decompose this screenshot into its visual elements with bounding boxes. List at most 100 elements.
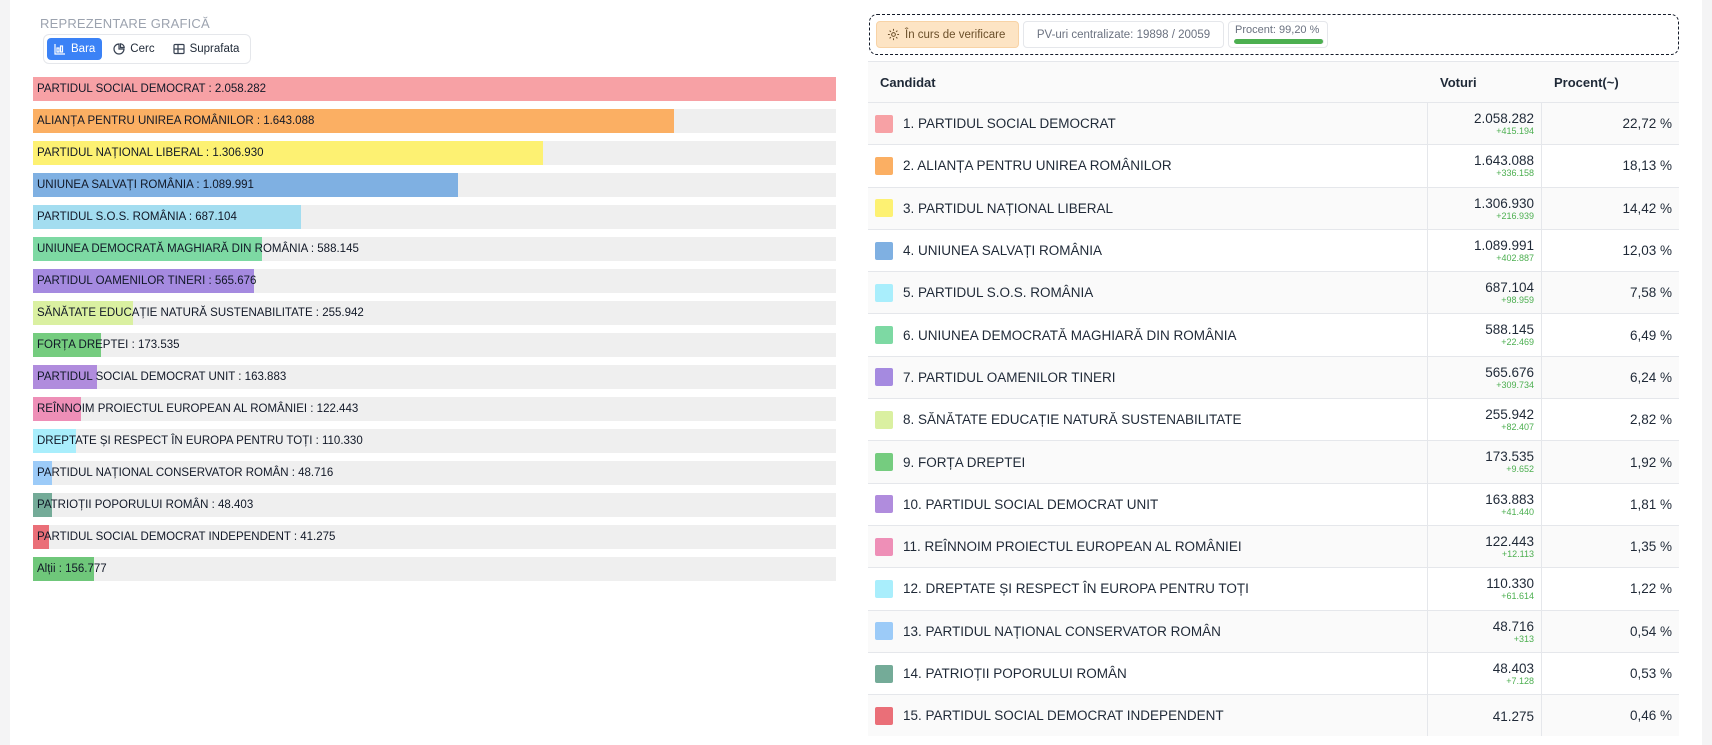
bar-row[interactable]: PARTIDUL S.O.S. ROMÂNIA : 687.104 bbox=[33, 205, 836, 229]
percent-cell: 14,42 % bbox=[1622, 200, 1672, 216]
votes-delta: +22.469 bbox=[1501, 337, 1534, 348]
candidate-name: 9. FORȚA DREPTEI bbox=[903, 454, 1026, 470]
votes-delta: +61.614 bbox=[1501, 591, 1534, 602]
bar bbox=[33, 205, 302, 229]
bar bbox=[33, 237, 263, 261]
progress-bar-fill bbox=[1234, 39, 1324, 44]
candidate-cell: 12. DREPTATE ȘI RESPECT ÎN EUROPA PENTRU… bbox=[868, 568, 1428, 610]
votes-value: 1.643.088 bbox=[1473, 153, 1534, 169]
tab-bar-chart[interactable]: Bara bbox=[47, 38, 103, 60]
candidate-name: 14. PATRIOȚII POPORULUI ROMÂN bbox=[903, 666, 1127, 681]
votes-value: 163.883 bbox=[1485, 491, 1534, 507]
votes-value: 173.535 bbox=[1485, 449, 1534, 465]
bar bbox=[33, 269, 254, 293]
percent-cell: 12,03 % bbox=[1622, 243, 1672, 259]
status-bar: În curs de verificare PV-uri centralizat… bbox=[869, 14, 1679, 55]
candidate-cell: 3. PARTIDUL NAȚIONAL LIBERAL bbox=[868, 187, 1428, 229]
party-color-swatch bbox=[875, 199, 893, 218]
candidate-name: 11. REÎNNOIM PROIECTUL EUROPEAN AL ROMÂN… bbox=[903, 539, 1242, 555]
candidate-cell: 6. UNIUNEA DEMOCRATĂ MAGHIARĂ DIN ROMÂNI… bbox=[868, 314, 1428, 356]
percent-cell: 22,72 % bbox=[1622, 116, 1672, 132]
candidate-name: 10. PARTIDUL SOCIAL DEMOCRAT UNIT bbox=[903, 496, 1159, 512]
votes-value: 1.306.930 bbox=[1473, 195, 1534, 211]
candidate-cell: 11. REÎNNOIM PROIECTUL EUROPEAN AL ROMÂN… bbox=[868, 525, 1428, 568]
bar bbox=[33, 141, 543, 165]
bar-label: PARTIDUL OAMENILOR TINERI : 565.676 bbox=[37, 275, 257, 287]
votes-cell: 41.275 bbox=[1428, 695, 1542, 737]
percent-cell: 1,81 % bbox=[1629, 496, 1672, 512]
tab-bar-chart-label: Bara bbox=[71, 43, 96, 55]
table-row: 2. ALIANȚA PENTRU UNIREA ROMÂNILOR 1.643.… bbox=[868, 144, 1679, 187]
votes-delta: +12.113 bbox=[1501, 548, 1534, 559]
tab-area-chart[interactable]: Suprafata bbox=[166, 38, 247, 60]
bar-row[interactable]: PARTIDUL NAȚIONAL LIBERAL : 1.306.930 bbox=[33, 141, 836, 165]
bar-row[interactable]: UNIUNEA SALVAȚI ROMÂNIA : 1.089.991 bbox=[33, 173, 836, 197]
bar-row[interactable]: FORȚA DREPTEI : 173.535 bbox=[33, 333, 836, 357]
bar-row[interactable]: PATRIOȚII POPORULUI ROMÂN : 48.403 bbox=[33, 493, 836, 517]
bar-label: ALIANȚA PENTRU UNIREA ROMÂNILOR : 1.643.… bbox=[37, 115, 315, 127]
candidate-cell: 8. SĂNĂTATE EDUCAȚIE NATURĂ SUSTENABILIT… bbox=[868, 399, 1428, 441]
bar-label: FORȚA DREPTEI : 173.535 bbox=[37, 339, 180, 351]
bar bbox=[33, 493, 52, 517]
header-candidate: Candidat bbox=[880, 74, 936, 90]
percent-cell: 6,24 % bbox=[1629, 369, 1672, 385]
bar-row[interactable]: PARTIDUL NAȚIONAL CONSERVATOR ROMÂN : 48… bbox=[33, 461, 836, 485]
candidate-name: 5. PARTIDUL S.O.S. ROMÂNIA bbox=[903, 285, 1094, 301]
party-color-swatch bbox=[875, 453, 893, 472]
votes-delta: +41.440 bbox=[1501, 506, 1534, 517]
percent-cell: 2,82 % bbox=[1629, 412, 1672, 428]
bar-row[interactable]: PARTIDUL SOCIAL DEMOCRAT UNIT : 163.883 bbox=[33, 365, 836, 389]
party-color-swatch bbox=[875, 326, 893, 345]
votes-value: 2.058.282 bbox=[1473, 111, 1534, 126]
votes-cell: 48.403 +7.128 bbox=[1428, 652, 1542, 695]
votes-delta: +82.407 bbox=[1501, 422, 1534, 433]
party-color-swatch bbox=[875, 283, 893, 302]
votes-delta: +98.959 bbox=[1501, 295, 1534, 306]
percent-cell: 6,49 % bbox=[1629, 327, 1672, 343]
bar-row[interactable]: SĂNĂTATE EDUCAȚIE NATURĂ SUSTENABILITATE… bbox=[33, 301, 836, 325]
votes-value: 110.330 bbox=[1486, 576, 1534, 592]
candidate-name: 12. DREPTATE ȘI RESPECT ÎN EUROPA PENTRU… bbox=[903, 581, 1249, 597]
bar-row[interactable]: PARTIDUL SOCIAL DEMOCRAT INDEPENDENT : 4… bbox=[33, 525, 836, 549]
votes-delta: +309.734 bbox=[1496, 379, 1534, 390]
bar-row[interactable]: REÎNNOIM PROIECTUL EUROPEAN AL ROMÂNIEI … bbox=[33, 397, 836, 421]
votes-cell: 173.535 +9.652 bbox=[1428, 441, 1542, 483]
bar-label: PARTIDUL NAȚIONAL CONSERVATOR ROMÂN : 48… bbox=[37, 467, 334, 479]
candidate-name: 1. PARTIDUL SOCIAL DEMOCRAT bbox=[903, 116, 1116, 132]
votes-cell: 565.676 +309.734 bbox=[1428, 356, 1542, 399]
votes-delta: +9.652 bbox=[1506, 464, 1534, 475]
bar-row[interactable]: PARTIDUL OAMENILOR TINERI : 565.676 bbox=[33, 269, 836, 293]
votes-cell: 163.883 +41.440 bbox=[1428, 483, 1542, 525]
bar-row[interactable]: DREPTATE ȘI RESPECT ÎN EUROPA PENTRU TOȚ… bbox=[33, 429, 836, 453]
votes-cell: 687.104 +98.959 bbox=[1428, 272, 1542, 314]
bar-label: PARTIDUL SOCIAL DEMOCRAT : 2.058.282 bbox=[37, 83, 267, 95]
tab-pie-chart[interactable]: Cerc bbox=[106, 38, 161, 60]
header-percent: Procent(~) bbox=[1554, 74, 1619, 90]
party-color-swatch bbox=[875, 579, 893, 598]
table-row: 12. DREPTATE ȘI RESPECT ÎN EUROPA PENTRU… bbox=[868, 567, 1679, 610]
party-color-swatch bbox=[875, 114, 893, 133]
progress-bar bbox=[1234, 39, 1324, 44]
party-color-swatch bbox=[875, 156, 893, 175]
votes-delta: +7.128 bbox=[1506, 675, 1534, 686]
percent-label: Procent: 99,20 % bbox=[1235, 24, 1320, 36]
bar-row[interactable]: ALIANȚA PENTRU UNIREA ROMÂNILOR : 1.643.… bbox=[33, 109, 836, 133]
bar-row[interactable]: Alții : 156.777 bbox=[33, 557, 836, 581]
votes-cell: 1.089.991 +402.887 bbox=[1428, 229, 1542, 272]
votes-value: 48.716 bbox=[1492, 618, 1534, 634]
bar bbox=[33, 365, 97, 389]
table-row: 5. PARTIDUL S.O.S. ROMÂNIA 687.104 +98.959… bbox=[868, 271, 1679, 314]
table-row: 9. FORȚA DREPTEI 173.535 +9.652 1,92 % bbox=[868, 440, 1679, 483]
votes-value: 565.676 bbox=[1485, 364, 1534, 380]
votes-delta: +313 bbox=[1513, 633, 1534, 644]
bar-label: SĂNĂTATE EDUCAȚIE NATURĂ SUSTENABILITATE… bbox=[37, 307, 364, 319]
votes-cell: 1.306.930 +216.939 bbox=[1428, 187, 1542, 229]
votes-cell: 588.145 +22.469 bbox=[1428, 314, 1542, 356]
bar-label: UNIUNEA DEMOCRATĂ MAGHIARĂ DIN ROMÂNIA :… bbox=[37, 243, 359, 255]
table-row: 4. UNIUNEA SALVAȚI ROMÂNIA 1.089.991 +402.… bbox=[868, 228, 1679, 272]
bar-row[interactable]: PARTIDUL SOCIAL DEMOCRAT : 2.058.282 bbox=[33, 77, 836, 101]
candidate-cell: 1. PARTIDUL SOCIAL DEMOCRAT bbox=[868, 103, 1428, 145]
bar-row[interactable]: UNIUNEA DEMOCRATĂ MAGHIARĂ DIN ROMÂNIA :… bbox=[33, 237, 836, 261]
candidate-cell: 13. PARTIDUL NAȚIONAL CONSERVATOR ROMÂN bbox=[868, 610, 1428, 652]
votes-value: 255.942 bbox=[1485, 407, 1534, 423]
